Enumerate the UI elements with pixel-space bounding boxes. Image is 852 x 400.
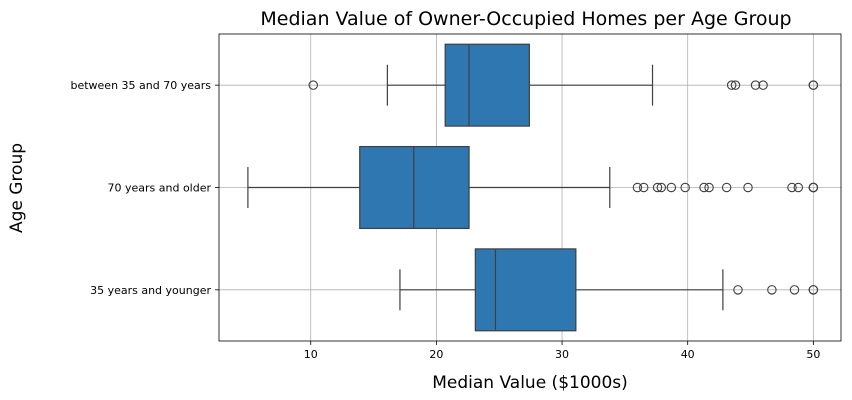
y-axis-label: Age Group xyxy=(7,143,27,233)
outlier-point xyxy=(750,80,761,90)
outlier-point xyxy=(704,182,714,193)
iqr-box xyxy=(474,248,577,332)
outlier-point xyxy=(808,285,819,295)
x-tick-label: 50 xyxy=(806,348,820,361)
iqr-box xyxy=(359,145,470,230)
y-tick-label: between 35 and 70 years xyxy=(70,79,211,92)
x-tick-label: 10 xyxy=(304,348,318,361)
outlier-point xyxy=(733,285,743,295)
outlier-point xyxy=(726,80,737,90)
y-tick-label: 35 years and younger xyxy=(90,284,211,297)
x-tick-label: 20 xyxy=(429,348,443,361)
y-tick-label: 70 years and older xyxy=(107,182,211,195)
iqr-box xyxy=(444,43,530,127)
outlier-point xyxy=(730,80,741,90)
outlier-point xyxy=(666,182,677,193)
outlier-point xyxy=(680,182,690,193)
outlier-point xyxy=(652,182,663,193)
outlier-point xyxy=(808,80,819,90)
outlier-point xyxy=(743,182,753,193)
outlier-point xyxy=(308,80,318,90)
outlier-point xyxy=(793,182,804,193)
outlier-point xyxy=(638,182,649,193)
outlier-point xyxy=(721,182,732,193)
x-axis-label: Median Value ($1000s) xyxy=(432,373,628,393)
boxes xyxy=(247,43,819,332)
outlier-point xyxy=(767,285,777,295)
chart-title: Median Value of Owner-Occupied Homes per… xyxy=(260,8,791,30)
ticks: 10 20 30 40 50 between 35 and 70 years 70 year… xyxy=(70,79,820,361)
outlier-point xyxy=(632,182,643,193)
outlier-point xyxy=(808,182,819,193)
outlier-point xyxy=(789,285,800,295)
outlier-point xyxy=(758,80,768,90)
outlier-point xyxy=(787,182,797,193)
x-tick-label: 30 xyxy=(555,348,569,361)
outlier-point xyxy=(656,182,667,193)
x-tick-label: 40 xyxy=(681,348,695,361)
outlier-point xyxy=(699,182,709,193)
